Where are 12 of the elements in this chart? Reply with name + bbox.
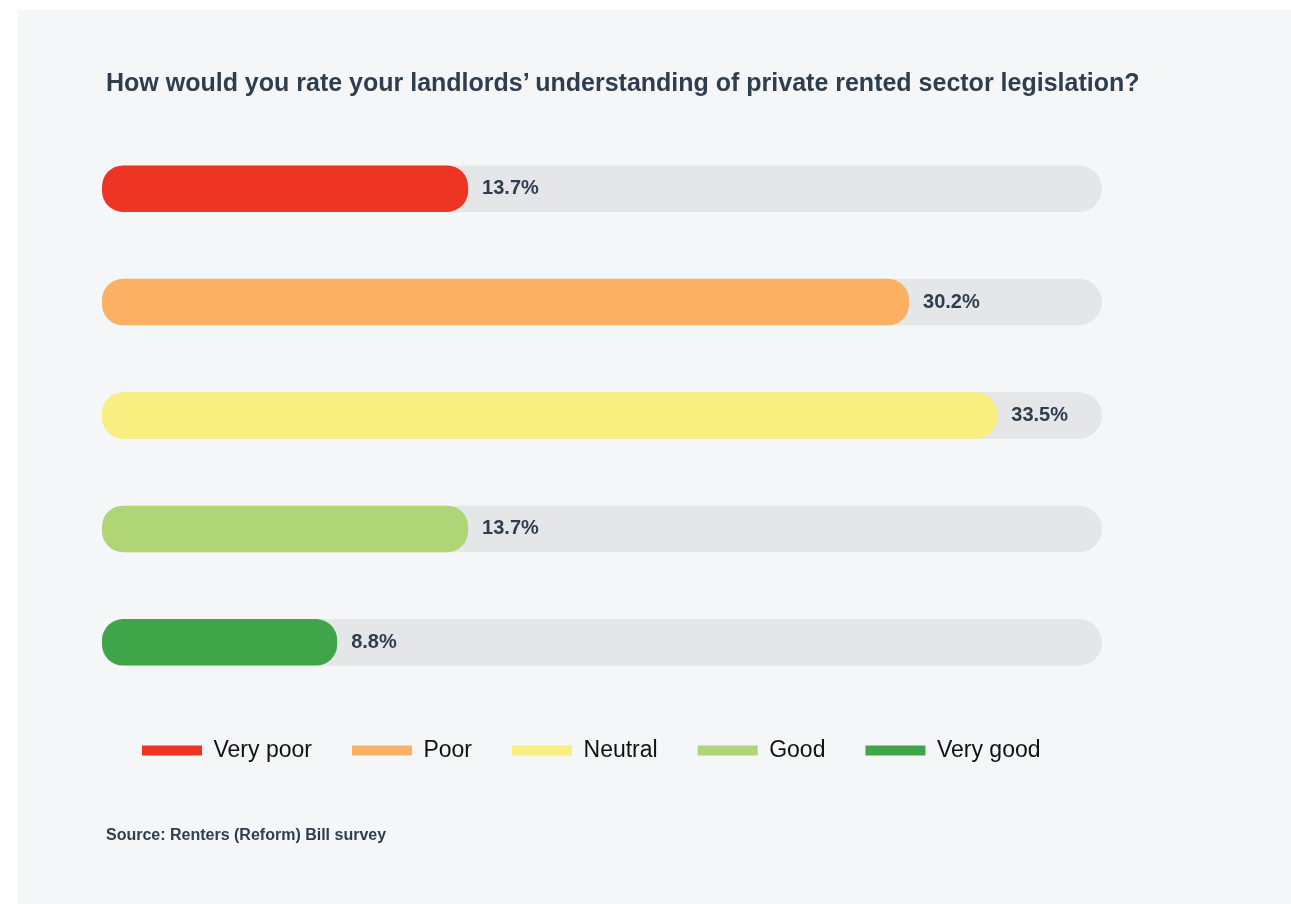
legend-label: Very good [936, 735, 1041, 762]
legend-label: Poor [423, 735, 473, 762]
data-label: 30.2% [923, 289, 980, 312]
data-label: 33.5% [1011, 403, 1069, 426]
data-label: 13.7% [482, 176, 540, 199]
chart-title: How would you rate your landlords’ understanding of private rented sector legislation? [106, 68, 1140, 97]
legend-label: Good [769, 735, 826, 762]
data-label: 8.8% [351, 629, 397, 652]
source-note: Source: Renters (Reform) Bill survey [106, 826, 387, 844]
legend-label: Neutral [583, 735, 658, 762]
data-label: 13.7% [482, 516, 540, 539]
legend-label: Very poor [213, 735, 313, 762]
